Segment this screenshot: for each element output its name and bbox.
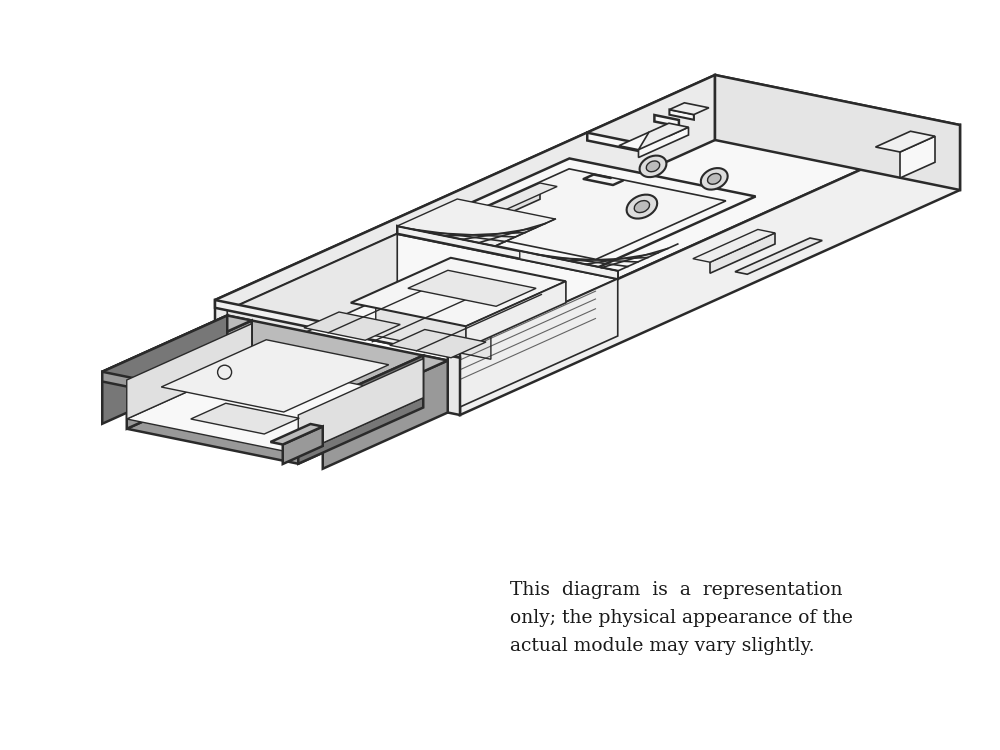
Polygon shape (191, 404, 299, 434)
Polygon shape (465, 183, 540, 233)
Ellipse shape (701, 168, 728, 190)
Polygon shape (323, 361, 448, 469)
Polygon shape (654, 115, 679, 127)
Polygon shape (735, 238, 822, 274)
Polygon shape (215, 75, 960, 350)
Ellipse shape (640, 155, 666, 177)
Polygon shape (465, 183, 557, 220)
Polygon shape (351, 258, 566, 326)
Polygon shape (127, 363, 423, 454)
Ellipse shape (646, 161, 660, 172)
Polygon shape (376, 293, 491, 359)
Polygon shape (390, 329, 486, 358)
Polygon shape (439, 169, 726, 260)
Polygon shape (161, 340, 389, 412)
Polygon shape (102, 316, 227, 424)
Polygon shape (408, 270, 536, 306)
Polygon shape (227, 234, 397, 368)
Polygon shape (102, 372, 323, 427)
Ellipse shape (634, 200, 650, 212)
Polygon shape (409, 158, 756, 268)
Polygon shape (693, 230, 775, 262)
Polygon shape (619, 128, 688, 158)
Polygon shape (127, 320, 252, 429)
Circle shape (218, 365, 232, 380)
Polygon shape (448, 356, 460, 415)
Polygon shape (227, 234, 618, 356)
Ellipse shape (627, 195, 657, 218)
Polygon shape (460, 125, 960, 415)
Polygon shape (215, 75, 715, 365)
Polygon shape (587, 133, 644, 152)
Polygon shape (298, 356, 448, 417)
Polygon shape (669, 103, 709, 115)
Polygon shape (448, 279, 618, 412)
Polygon shape (215, 300, 460, 358)
Text: actual module may vary slightly.: actual module may vary slightly. (510, 637, 814, 655)
Polygon shape (102, 316, 448, 417)
Polygon shape (298, 356, 423, 464)
Polygon shape (215, 75, 960, 350)
Text: only; the physical appearance of the: only; the physical appearance of the (510, 609, 853, 627)
Polygon shape (715, 75, 960, 190)
Polygon shape (669, 110, 694, 120)
Polygon shape (102, 316, 252, 376)
Polygon shape (127, 324, 252, 419)
Polygon shape (397, 226, 618, 279)
Polygon shape (298, 358, 423, 454)
Polygon shape (397, 199, 555, 246)
Polygon shape (876, 131, 935, 152)
Polygon shape (466, 281, 566, 348)
Polygon shape (710, 233, 775, 273)
Polygon shape (900, 136, 935, 178)
Polygon shape (304, 312, 400, 340)
Polygon shape (520, 251, 618, 279)
Text: This  diagram  is  a  representation: This diagram is a representation (510, 581, 842, 599)
Ellipse shape (708, 173, 721, 184)
Polygon shape (639, 123, 688, 150)
Polygon shape (283, 427, 323, 464)
Polygon shape (270, 424, 323, 445)
Polygon shape (127, 373, 423, 464)
